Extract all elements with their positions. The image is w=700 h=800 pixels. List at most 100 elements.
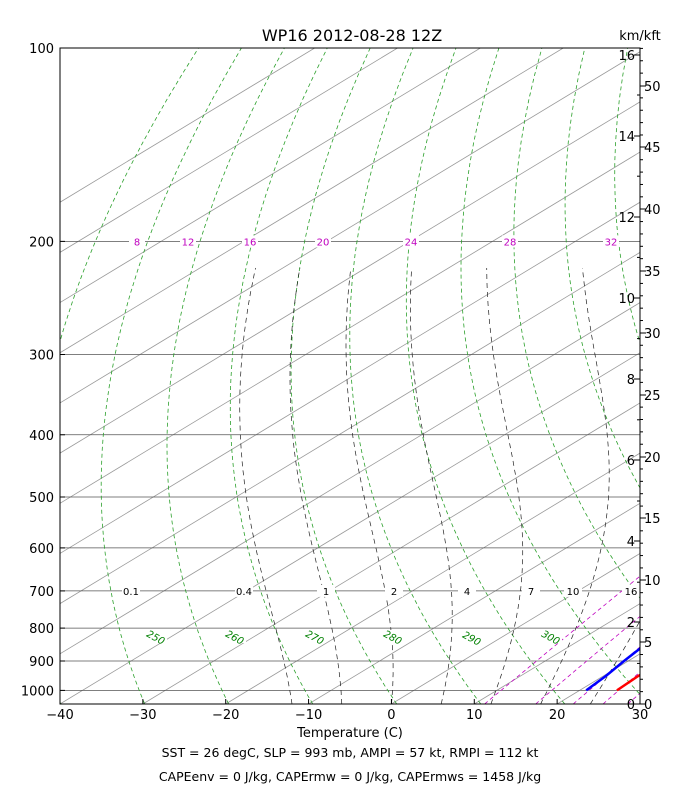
chart-title: WP16 2012-08-28 12Z [262, 26, 442, 45]
dry-adiabat-line [60, 48, 199, 704]
pressure-tick-label: 1000 [21, 684, 54, 699]
label-mask [317, 584, 335, 597]
x-tick-label: −30 [129, 708, 156, 723]
label-mask [622, 584, 640, 597]
mixing-ratio-label: 0.1 [123, 587, 139, 598]
mixing-ratio-label: 0.4 [236, 587, 252, 598]
kft-tick-label: 30 [644, 327, 661, 342]
isotherm-line [60, 101, 640, 454]
x-tick-label: −40 [46, 708, 73, 723]
moist-adiabats [239, 267, 700, 704]
kft-tick-label: 45 [644, 141, 661, 156]
x-tick-label: 30 [632, 708, 649, 723]
mixing-ratio-line [484, 575, 640, 704]
label-mask [382, 630, 404, 643]
moist-adiabat-line [410, 267, 453, 704]
mixing-ratio-label: 4 [464, 587, 470, 598]
label-mask [403, 235, 419, 248]
isotherm-line [60, 251, 640, 605]
dry-adiabat-line [229, 48, 328, 704]
label-mask [461, 631, 483, 644]
isotherm-line [60, 48, 398, 253]
label-mask [540, 630, 562, 643]
isotherm-line [60, 151, 640, 504]
isobar-grid [60, 48, 640, 691]
kft-tick-label: 50 [644, 80, 661, 95]
mixing-ratio-line [627, 692, 640, 704]
isotherm-line [60, 48, 564, 354]
label-mask [315, 235, 331, 248]
kft-tick-label: 0 [644, 698, 652, 713]
km-tick-label: 14 [618, 130, 635, 145]
mixing-ratio-label: 16 [244, 237, 257, 248]
kft-tick-label: 25 [644, 389, 661, 404]
isotherm-line [60, 51, 640, 404]
dry-adiabat-line [166, 48, 285, 704]
mixing-ratio-lines [484, 575, 640, 704]
height-axis-label: km/kft [619, 29, 661, 44]
km-tick-label: 4 [627, 535, 635, 550]
pressure-tick-label: 500 [29, 491, 54, 506]
isotherm-line [225, 452, 640, 704]
moist-adiabat-line [690, 268, 700, 704]
label-mask [242, 235, 258, 248]
moist-adiabat-line [289, 267, 343, 704]
dry-adiabat-line [290, 48, 398, 704]
x-tick-label: 0 [387, 708, 395, 723]
x-tick-label: −10 [295, 708, 322, 723]
label-mask [180, 235, 196, 248]
caption-line-2: CAPEenv = 0 J/kg, CAPErmw = 0 J/kg, CAPE… [158, 769, 542, 784]
mixing-ratio-label: 16 [625, 587, 638, 598]
label-mask [145, 630, 167, 643]
label-mask [385, 584, 403, 597]
isotherm-grid [60, 48, 640, 704]
km-tick-label: 12 [618, 211, 635, 226]
kft-tick-label: 35 [644, 265, 661, 280]
dry-adiabat-line [349, 48, 482, 704]
dry-adiabat-line [663, 48, 700, 704]
dry-adiabats [60, 48, 700, 704]
mixing-ratio-label: 20 [317, 237, 330, 248]
kft-tick-label: 15 [644, 512, 661, 527]
mixing-ratio-label: 1 [323, 587, 329, 598]
label-mask [304, 630, 326, 643]
pressure-tick-label: 800 [29, 622, 54, 637]
dry-adiabat-line [100, 48, 242, 704]
km-tick-label: 0 [627, 698, 635, 713]
km-tick-label: 16 [618, 49, 635, 64]
dry-adiabat-line [513, 48, 640, 599]
dry-adiabat-line [460, 48, 640, 695]
mixing-ratio-line [535, 615, 640, 704]
pressure-tick-label: 100 [29, 42, 54, 57]
label-mask [502, 235, 518, 248]
pressure-tick-label: 600 [29, 542, 54, 557]
pressure-tick-label: 200 [29, 235, 54, 250]
isotherm-line [60, 201, 640, 554]
isotherm-line [60, 302, 640, 655]
moist-adiabat-line [239, 267, 293, 704]
moist-adiabat-line [486, 267, 524, 704]
plot-frame [59, 47, 641, 705]
label-mask [564, 584, 582, 597]
kft-tick-label: 10 [644, 574, 661, 589]
km-tick-label: 8 [627, 373, 635, 388]
mixing-ratio-label: 32 [605, 237, 618, 248]
km-tick-label: 6 [627, 454, 635, 469]
mixing-ratio-label: 7 [528, 587, 534, 598]
isotherm-line [474, 603, 640, 704]
kft-tick-label: 40 [644, 203, 661, 218]
x-tick-label: −20 [212, 708, 239, 723]
kft-tick-label: 5 [644, 636, 652, 651]
isotherm-line [60, 48, 481, 304]
pressure-tick-label: 900 [29, 655, 54, 670]
dry-adiabat-line [405, 48, 566, 704]
isotherm-line [308, 502, 640, 704]
mixing-ratio-label: 8 [134, 237, 140, 248]
moist-adiabat-line [590, 620, 640, 704]
pressure-tick-label: 400 [29, 429, 54, 444]
axes: −40 −30 −20 −10 0 10 20 30100200300400500600700… [21, 42, 661, 723]
isotherm-line [60, 48, 315, 203]
caption-line-1: SST = 26 degC, SLP = 993 mb, AMPI = 57 k… [161, 745, 539, 760]
